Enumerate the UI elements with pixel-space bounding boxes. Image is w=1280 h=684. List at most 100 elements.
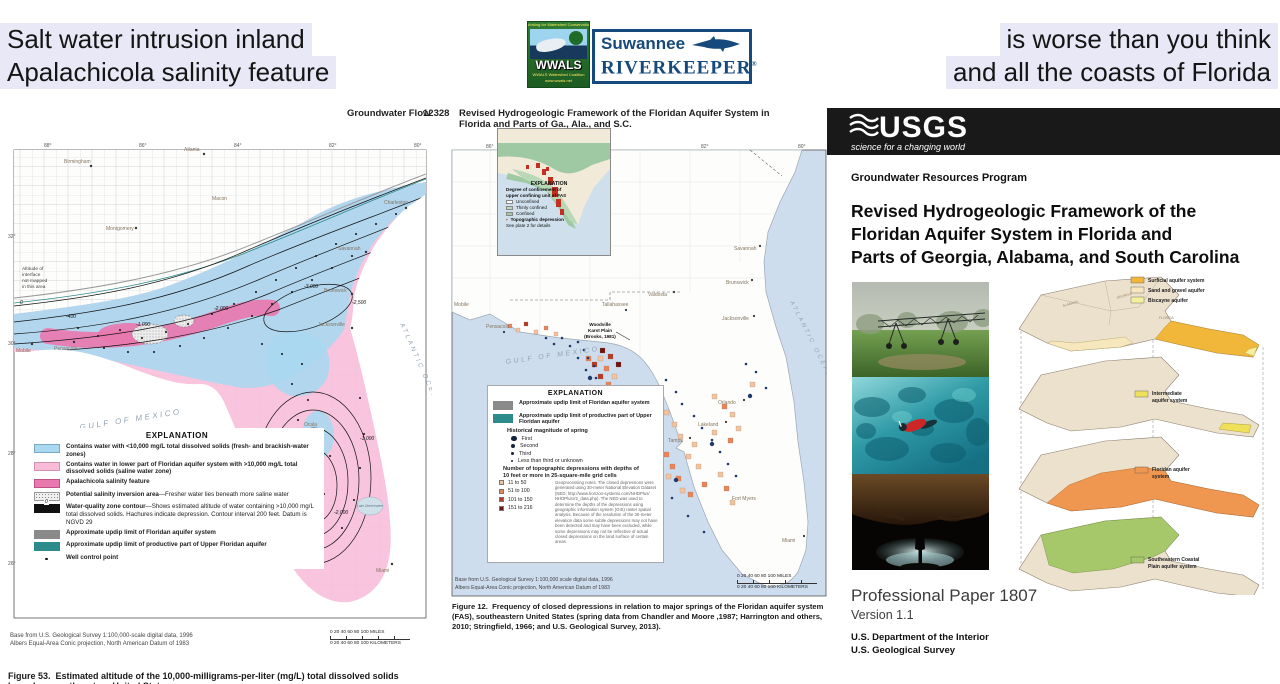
riverkeeper-line1: Suwannee — [601, 34, 686, 54]
latitude-ticks: 32° 30° 28° 26° — [8, 234, 16, 567]
figure12-inset-map: EXPLANATION Degree of confinement of upp… — [497, 128, 611, 256]
svg-text:30°: 30° — [8, 341, 16, 347]
figure53-scalebar: 0 20 40 60 80 100 MILES 0 20 40 60 80 10… — [330, 630, 440, 646]
land-area — [451, 149, 809, 587]
legend-item: Approximate updip limit of Floridan aqui… — [493, 400, 658, 410]
svg-text:82°: 82° — [329, 143, 337, 149]
spring-magnitude-item: First — [511, 436, 658, 442]
layer-coastal-plain: Southeastern Coastal Plain aquifer syste… — [1018, 516, 1260, 595]
svg-text:GEORGIA: GEORGIA — [1116, 292, 1133, 300]
svg-text:26°: 26° — [8, 561, 16, 567]
svg-text:Valdosta: Valdosta — [648, 292, 667, 298]
figure53-legend: EXPLANATION Contains water with <10,000 … — [30, 428, 324, 570]
svg-text:Birmingham: Birmingham — [64, 159, 91, 165]
svg-text:-2,500: -2,500 — [352, 300, 366, 306]
report-title: Revised Hydrogeologic Framework of the F… — [851, 201, 1240, 267]
report-running-head: Groundwater Flow 12328 Revised Hydrogeol… — [347, 108, 797, 130]
svg-text:Jacksonville: Jacksonville — [722, 316, 749, 322]
svg-text:not mapped: not mapped — [22, 278, 48, 284]
scale-rule — [330, 636, 410, 640]
svg-text:Surficial aquifer system: Surficial aquifer system — [1148, 278, 1205, 284]
aquifer-layers-diagram: ALABAMA GEORGIA FLORIDA Surficial aquife… — [1018, 276, 1264, 595]
legend-item: Water-quality zone contour—Shows estimat… — [34, 499, 320, 526]
cover-photo-stack — [852, 282, 990, 570]
legend-item: Potential salinity inversion area—Freshe… — [34, 491, 320, 501]
legend-item: Approximate updip limit of productive pa… — [493, 413, 658, 426]
svg-text:Fort Myers: Fort Myers — [732, 496, 756, 502]
svg-text:-400: -400 — [66, 314, 76, 320]
figure53-caption: Figure 53. Estimated altitude of the 10,… — [8, 671, 399, 684]
slide-title-right: is worse than you think and all the coas… — [946, 23, 1278, 89]
geoprocessing-notes: Geoprocessing notes. The closed depressi… — [555, 479, 658, 545]
svg-text:Tampa: Tampa — [668, 438, 683, 444]
wwals-logo-url: www.wwals.net — [544, 78, 573, 83]
svg-text:Altitude of: Altitude of — [22, 266, 44, 272]
spring-magnitude-item: Less than third or unknown — [511, 458, 658, 464]
svg-text:ALABAMA: ALABAMA — [1062, 299, 1079, 307]
svg-text:Woodville: Woodville — [589, 322, 611, 327]
svg-text:80°: 80° — [414, 143, 422, 149]
karst-arrow — [615, 331, 631, 341]
svg-text:-2,000: -2,000 — [214, 306, 228, 312]
legend-item: Approximate updip limit of Floridan aqui… — [34, 529, 320, 539]
updip-limit-symbol — [493, 401, 513, 410]
svg-text:32°: 32° — [8, 234, 16, 240]
productive-updip-limit-line — [14, 178, 426, 304]
cave-photo — [852, 474, 989, 570]
svg-text:aquifer system: aquifer system — [1152, 398, 1188, 404]
svg-text:Floridan aquifer: Floridan aquifer — [1152, 467, 1190, 473]
svg-text:Mobile: Mobile — [454, 302, 469, 308]
scale-rule — [737, 580, 817, 584]
svg-text:in this area: in this area — [22, 284, 46, 290]
svg-text:-3,000: -3,000 — [304, 284, 318, 290]
svg-text:Mobile: Mobile — [16, 348, 31, 354]
layer3-legend: Floridan aquifer system — [1134, 466, 1190, 480]
wwals-logo-name: WWALS — [535, 58, 582, 72]
usgs-logo: USGS — [849, 112, 968, 144]
svg-text:Plain aquifer system: Plain aquifer system — [1148, 564, 1197, 570]
legend-title: EXPLANATION — [145, 431, 209, 440]
program-name: Groundwater Resources Program — [851, 172, 1028, 184]
layer-surficial: ALABAMA GEORGIA FLORIDA Surficial aquife… — [1018, 276, 1260, 358]
svg-text:86°: 86° — [486, 144, 494, 150]
running-head-title: Revised Hydrogeologic Framework of the F… — [459, 108, 770, 130]
person-silhouette — [915, 525, 925, 566]
svg-text:Ocala: Ocala — [304, 422, 317, 428]
svg-text:84°: 84° — [234, 143, 242, 149]
inset-explanation: EXPLANATION Degree of confinement of upp… — [506, 181, 568, 228]
layer4-legend: Southeastern Coastal Plain aquifer syste… — [1130, 556, 1200, 570]
svg-text:(Brooks, 1981): (Brooks, 1981) — [584, 334, 616, 339]
lake-okeechobee-label: Lake Okeechobee — [357, 504, 383, 508]
fish-icon — [535, 36, 567, 54]
snorkeler — [898, 418, 938, 432]
spring-snorkeler-photo — [852, 377, 989, 474]
svg-text:Savannah: Savannah — [338, 246, 361, 252]
spring-magnitude-item: Second — [511, 443, 658, 449]
registered-mark: ® — [751, 60, 758, 69]
spring-header: Historical magnitude of spring — [507, 428, 588, 435]
svg-text:Charleston: Charleston — [384, 200, 408, 206]
updip-limit-symbol — [34, 529, 60, 539]
department-lines: U.S. Department of the Interior U.S. Geo… — [851, 632, 989, 656]
svg-text:Savannah: Savannah — [734, 246, 757, 252]
svg-text:Pensacola: Pensacola — [54, 346, 78, 352]
legend-item: Apalachicola salinity feature — [34, 478, 320, 489]
title-right-line1: is worse than you think — [999, 23, 1278, 56]
layer2-legend: Intermediate aquifer system — [1134, 390, 1188, 404]
riverkeeper-line2: RIVERKEEPER — [601, 57, 752, 79]
updip-limit-line — [14, 173, 426, 299]
svg-text:Southeastern Coastal: Southeastern Coastal — [1148, 557, 1200, 563]
usgs-wave-icon — [849, 113, 879, 137]
svg-text:Macon: Macon — [212, 196, 227, 202]
layer1-legend: Surficial aquifer system Sand and gravel… — [1130, 276, 1205, 304]
spring-magnitude-item: Third — [511, 451, 658, 457]
svg-text:Atlanta: Atlanta — [184, 147, 200, 153]
wwals-logo-art — [530, 29, 587, 59]
layer-connector-lines — [1020, 315, 1264, 589]
paper-number: Professional Paper 1807 — [851, 586, 1038, 605]
title-left-line1: Salt water intrusion inland — [0, 23, 312, 56]
figure12-scalebar: 0 20 40 60 80 100 MILES 0 20 40 60 80 10… — [737, 574, 847, 590]
svg-text:28°: 28° — [8, 451, 16, 457]
sturgeon-icon — [692, 36, 741, 53]
productive-updip-symbol — [493, 413, 513, 423]
